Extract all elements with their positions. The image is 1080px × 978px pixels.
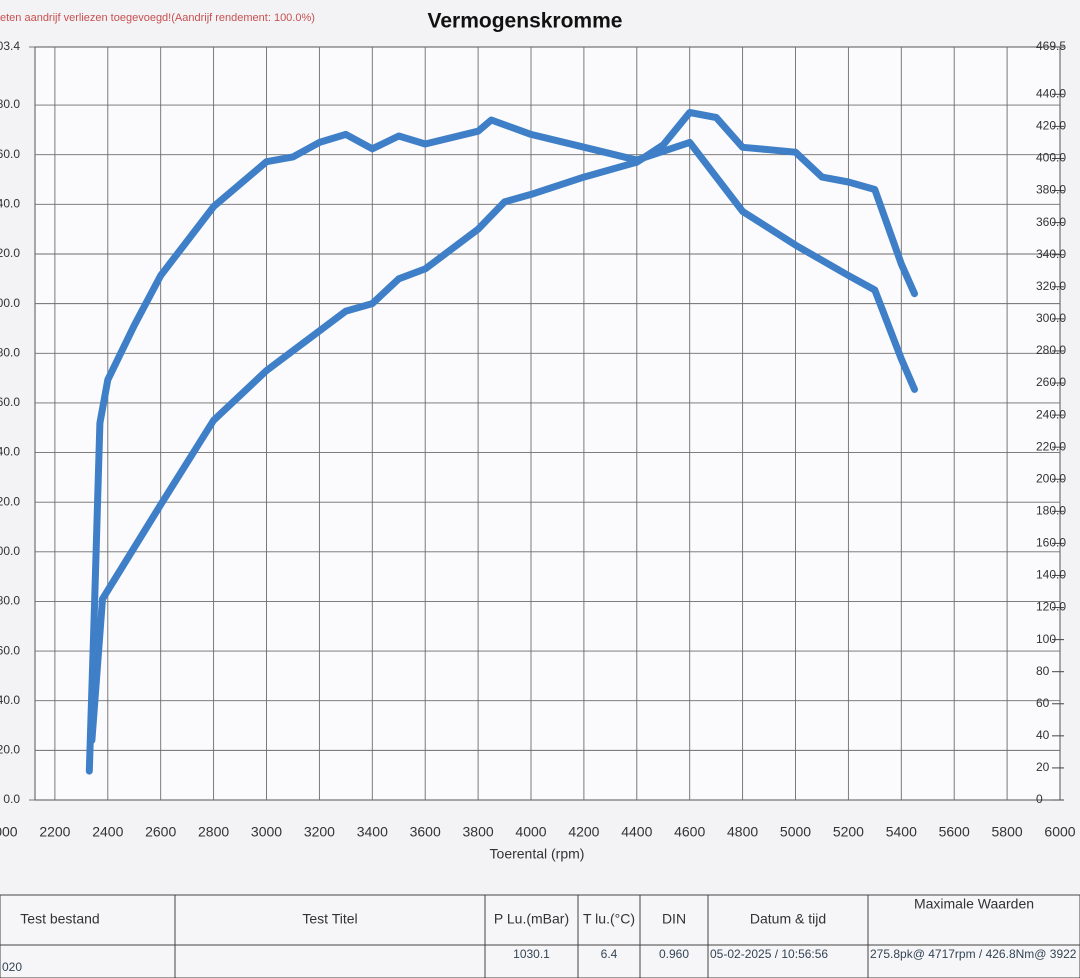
x-tick-label: 6000: [1044, 824, 1075, 840]
y-tick-label: 60.0: [0, 643, 20, 657]
chart-title: Vermogenskromme: [428, 10, 623, 33]
subtitle: eten aandrijf verliezen toegevoegd!(Aand…: [0, 12, 315, 24]
y2-tick-label: 440.0: [1036, 86, 1066, 100]
x-tick-label: 3400: [357, 824, 388, 840]
y2-tick-label: 380.0: [1036, 183, 1066, 197]
y2-tick-label: 120.0: [1036, 600, 1066, 614]
table-header: DIN: [662, 911, 686, 927]
table-cell: 020: [2, 960, 22, 974]
y-tick-label: 100.0: [0, 544, 20, 558]
table-cell: 275.8pk@ 4717rpm / 426.8Nm@ 3922: [870, 947, 1077, 961]
y-tick-label: 280.0: [0, 97, 20, 111]
y2-tick-label: 260.0: [1036, 375, 1066, 389]
y2-tick-label: 320.0: [1036, 279, 1066, 293]
table-header: Test Titel: [302, 911, 357, 927]
x-tick-label: 4800: [727, 824, 758, 840]
x-tick-label: 2000: [0, 824, 18, 840]
table-header: Datum & tijd: [750, 911, 826, 927]
curve: [85, 116, 918, 775]
x-tick-label: 5600: [939, 824, 970, 840]
x-tick-label: 2400: [92, 824, 123, 840]
x-tick-label: 4200: [568, 824, 599, 840]
plot-area: [34, 46, 1061, 801]
y2-tick-label: 420.0: [1036, 119, 1066, 133]
y2-tick-label: 0: [1036, 792, 1043, 806]
y2-tick-label: 60: [1036, 696, 1050, 710]
table-cell: 6.4: [601, 947, 618, 961]
curve: [88, 109, 918, 744]
table-header: T lu.(°C): [583, 911, 635, 927]
y2-tick-label: 240.0: [1036, 407, 1066, 421]
x-tick-label: 2600: [145, 824, 176, 840]
table-header: P Lu.(mBar): [494, 911, 569, 927]
y2-tick-label: 20: [1036, 760, 1050, 774]
y-tick-label: 20.0: [0, 743, 20, 757]
table-header: Test bestand: [20, 911, 99, 927]
x-tick-label: 3600: [410, 824, 441, 840]
y-tick-label: 140.0: [0, 445, 20, 459]
x-tick-label: 2200: [39, 824, 70, 840]
table-cell: 1030.1: [513, 947, 550, 961]
y-tick-label: 220.0: [0, 246, 20, 260]
info-table: Test bestand Test Titel P Lu.(mBar) T lu.(°…: [0, 894, 1080, 978]
y2-tick-label: 360.0: [1036, 215, 1066, 229]
table-header: Maximale Waarden: [914, 896, 1034, 912]
x-tick-label: 4000: [515, 824, 546, 840]
y-tick-label: 160.0: [0, 395, 20, 409]
x-tick-label: 5200: [833, 824, 864, 840]
y2-tick-label: 100: [1036, 632, 1056, 646]
y-tick-label: 40.0: [0, 693, 20, 707]
y2-tick-label: 80: [1036, 664, 1050, 678]
y2-tick-label: 180.0: [1036, 503, 1066, 517]
table-cell: 05-02-2025 / 10:56:56: [710, 947, 828, 961]
table-frame: [0, 894, 1080, 978]
y-tick-label: 200.0: [0, 296, 20, 310]
y-tick-label: 240.0: [0, 197, 20, 211]
y2-tick-label: 200.0: [1036, 471, 1066, 485]
y-tick-label: 260.0: [0, 147, 20, 161]
x-tick-label: 4400: [621, 824, 652, 840]
x-tick-label: 3000: [251, 824, 282, 840]
x-tick-label: 3200: [304, 824, 335, 840]
y-tick-label: 0.0: [3, 792, 20, 806]
y2-tick-label: 160.0: [1036, 536, 1066, 550]
y-tick-label: 303.4: [0, 39, 20, 53]
y2-tick-label: 140.0: [1036, 568, 1066, 582]
x-tick-label: 5400: [886, 824, 917, 840]
x-tick-label: 4600: [674, 824, 705, 840]
y2-tick-label: 469.5: [1036, 39, 1066, 53]
y-tick-label: 180.0: [0, 345, 20, 359]
table-cell: 0.960: [659, 947, 689, 961]
x-tick-label: 2800: [198, 824, 229, 840]
y-tick-label: 120.0: [0, 494, 20, 508]
y2-tick-label: 40: [1036, 728, 1050, 742]
y-tick-label: 80.0: [0, 594, 20, 608]
x-tick-label: 5000: [780, 824, 811, 840]
y2-tick-label: 300.0: [1036, 311, 1066, 325]
y2-tick-label: 280.0: [1036, 343, 1066, 357]
x-axis-label: Toerental (rpm): [490, 846, 585, 862]
x-tick-label: 5800: [992, 824, 1023, 840]
y2-tick-label: 400.0: [1036, 151, 1066, 165]
y2-tick-label: 340.0: [1036, 247, 1066, 261]
y2-tick-label: 220.0: [1036, 439, 1066, 453]
x-tick-label: 3800: [463, 824, 494, 840]
